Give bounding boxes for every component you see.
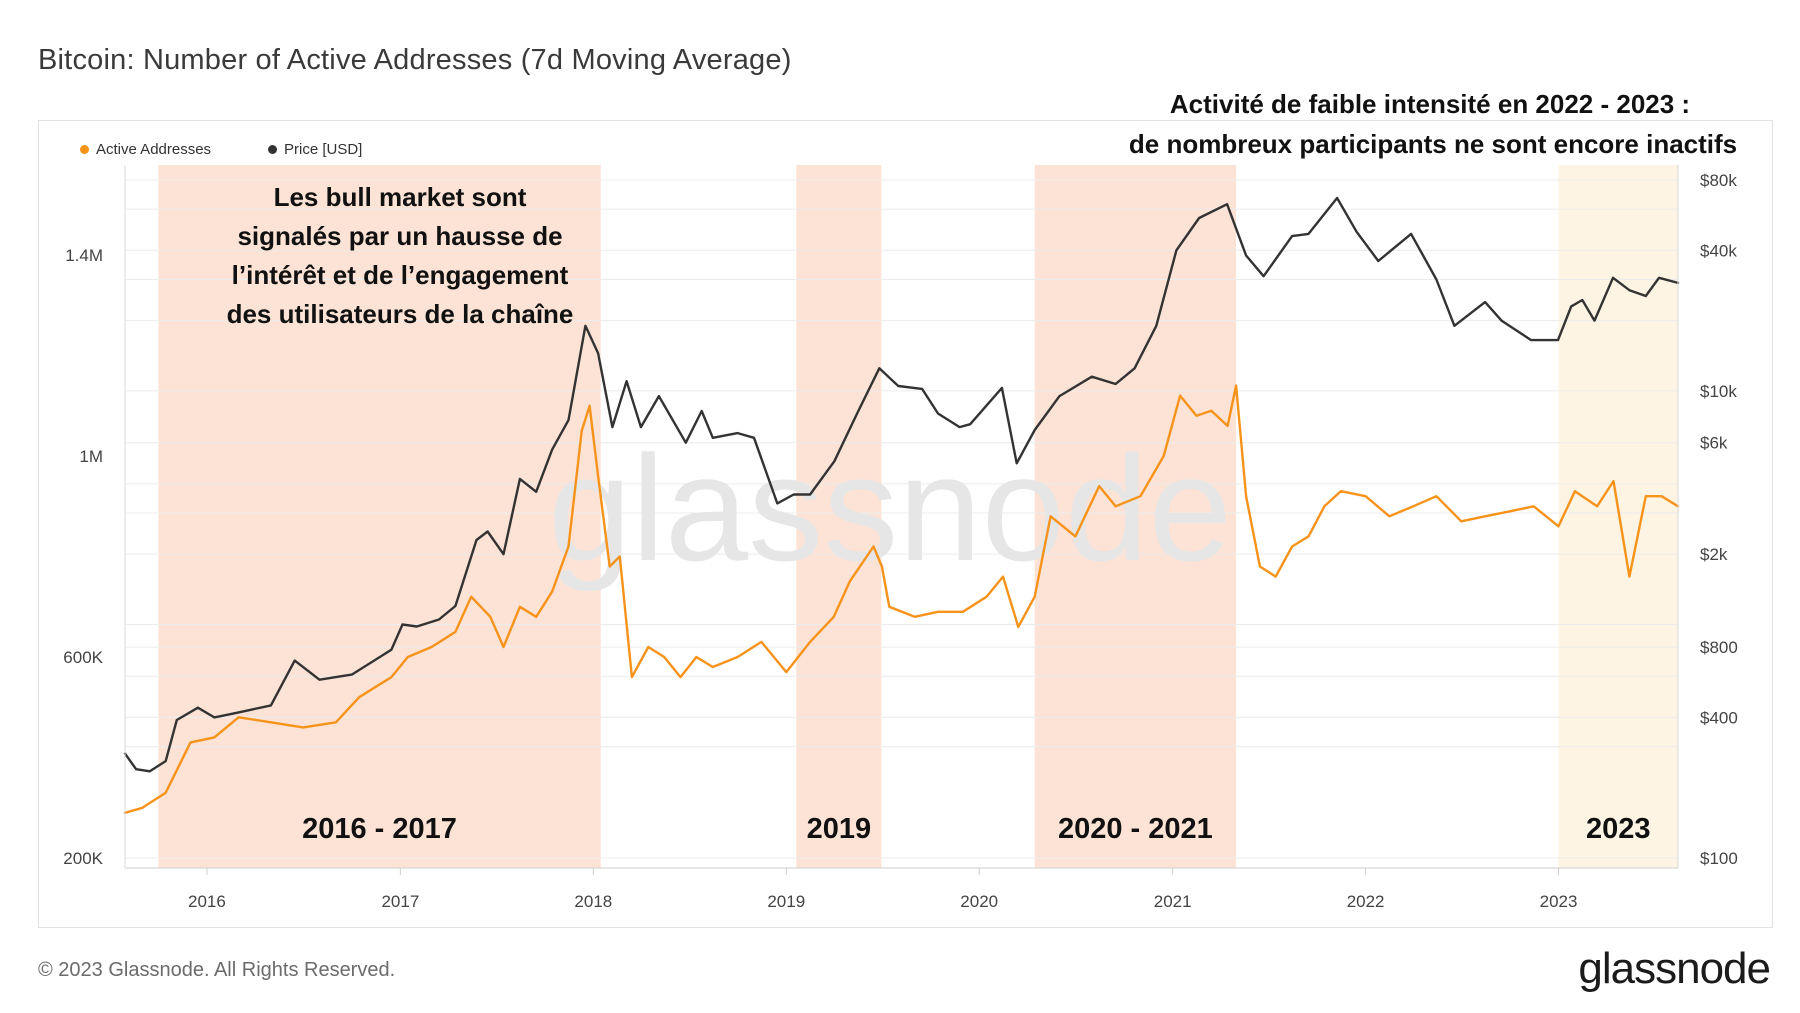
- legend-item-price[interactable]: Price [USD]: [268, 141, 362, 158]
- y-left-tick-label: 1M: [79, 447, 103, 466]
- y-right-tick-label: $40k: [1700, 241, 1737, 260]
- low-activity-note-line: Activité de faible intensité en 2022 - 2…: [1170, 89, 1690, 119]
- bull-note-line: Les bull market sont: [274, 182, 527, 212]
- watermark: glassnode: [548, 424, 1232, 592]
- low-activity-note-line: de nombreux participants ne sont encore …: [1129, 129, 1737, 159]
- y-left-tick-label: 1.4M: [65, 246, 103, 265]
- x-tick-label: 2023: [1540, 892, 1578, 911]
- x-tick-label: 2019: [767, 892, 805, 911]
- band-label: 2023: [1586, 813, 1651, 845]
- chart-title: Bitcoin: Number of Active Addresses (7d …: [38, 44, 792, 76]
- y-right-tick-label: $400: [1700, 708, 1738, 727]
- highlight-band: [1034, 165, 1237, 868]
- x-tick-label: 2018: [574, 892, 612, 911]
- legend-active-dot-icon: [80, 145, 89, 154]
- copyright: © 2023 Glassnode. All Rights Reserved.: [38, 959, 396, 981]
- series-price-line: [123, 196, 1680, 773]
- y-right-tick-label: $6k: [1700, 434, 1728, 453]
- bull-note-line: signalés par un hausse de: [237, 221, 562, 251]
- y-right-tick-label: $100: [1700, 849, 1738, 868]
- series-lines: [123, 196, 1680, 814]
- legend-item-active-addresses[interactable]: Active Addresses: [80, 141, 211, 158]
- bull-note-line: l’intérêt et de l’engagement: [232, 260, 569, 290]
- legend-active-label: Active Addresses: [96, 141, 212, 158]
- x-tick-label: 2022: [1347, 892, 1385, 911]
- annotations: Les bull market sont signalés par un haus…: [227, 89, 1738, 329]
- chart-frame: [38, 120, 1773, 928]
- y-right-tick-label: $80k: [1700, 171, 1737, 190]
- legend-price-label: Price [USD]: [284, 141, 363, 158]
- band-label: 2016 - 2017: [302, 813, 457, 845]
- y-left-tick-label: 600K: [63, 648, 103, 667]
- band-label: 2019: [807, 813, 872, 845]
- y-left-tick-label: 200K: [63, 849, 103, 868]
- bull-note-line: des utilisateurs de la chaîne: [227, 299, 574, 329]
- highlight-band: [796, 165, 882, 868]
- x-tick-label: 2017: [381, 892, 419, 911]
- y-right-tick-label: $2k: [1700, 545, 1728, 564]
- band-label: 2020 - 2021: [1058, 813, 1213, 845]
- gridlines: [125, 179, 1678, 859]
- axes: 2016 2017 2018 2019 2020 2021 2022 2023 200K 600K…: [63, 165, 1738, 911]
- legend-price-dot-icon: [268, 145, 277, 154]
- y-right-tick-label: $800: [1700, 638, 1738, 657]
- y-right-tick-label: $10k: [1700, 382, 1737, 401]
- x-tick-label: 2016: [188, 892, 226, 911]
- glassnode-logo: glassnode: [1578, 944, 1771, 993]
- highlight-bands: 2016 - 2017 2019 2020 - 2021 2023: [158, 165, 1678, 868]
- x-tick-label: 2020: [960, 892, 998, 911]
- highlight-band: [158, 165, 601, 868]
- x-tick-label: 2021: [1154, 892, 1192, 911]
- series-active-addresses-line: [123, 384, 1680, 814]
